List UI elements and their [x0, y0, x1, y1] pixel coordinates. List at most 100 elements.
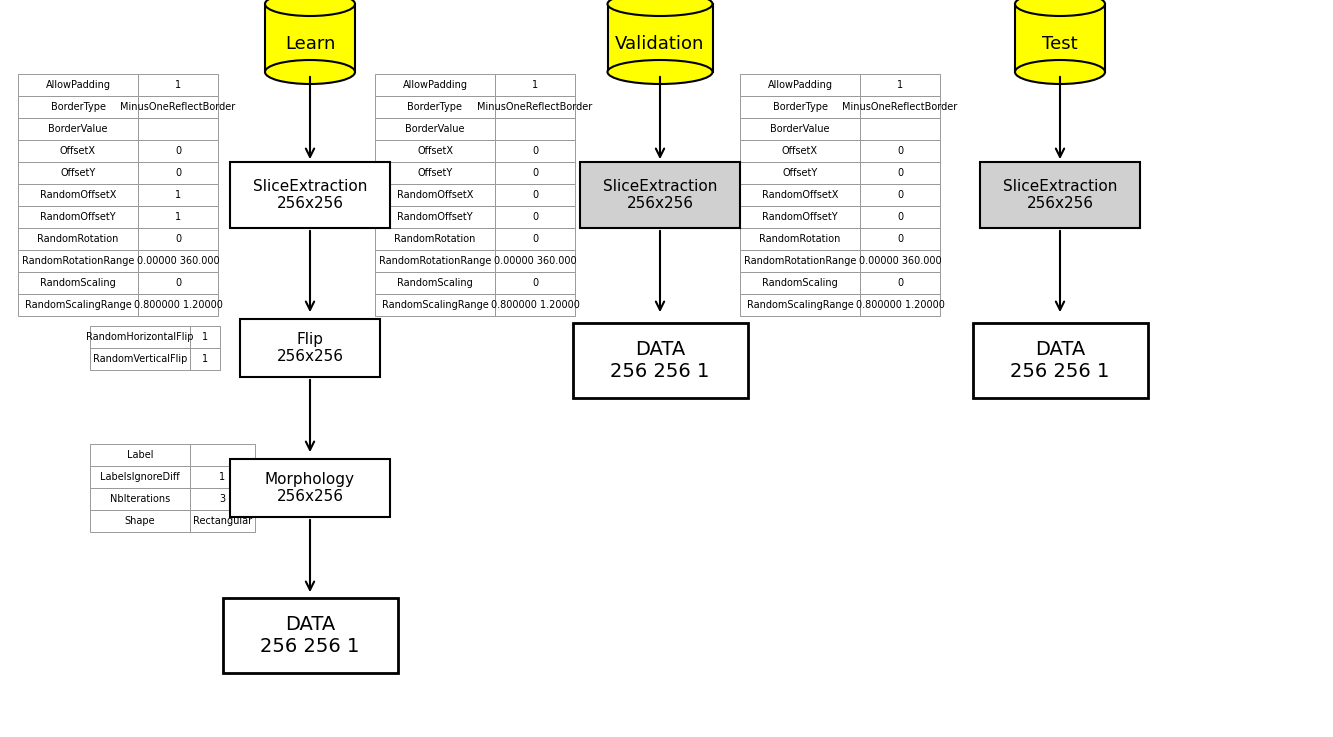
Text: RandomOffsetX: RandomOffsetX	[397, 190, 473, 200]
Bar	[860, 74, 940, 96]
Text: RandomRotation: RandomRotation	[395, 234, 476, 244]
Text: RandomOffsetY: RandomOffsetY	[40, 212, 116, 222]
Text: OffsetY: OffsetY	[417, 168, 453, 178]
Text: SliceExtraction
256x256: SliceExtraction 256x256	[253, 179, 367, 212]
Text: BorderValue: BorderValue	[48, 124, 108, 134]
Text: 0.800000 1.20000: 0.800000 1.20000	[856, 300, 945, 310]
Bar	[973, 323, 1148, 397]
Text: RandomRotation: RandomRotation	[37, 234, 119, 244]
Text: RandomRotation: RandomRotation	[760, 234, 841, 244]
Bar	[740, 206, 860, 228]
Text: 1: 1	[897, 80, 902, 90]
Bar	[19, 206, 139, 228]
Text: 1: 1	[220, 472, 225, 482]
Bar	[139, 74, 219, 96]
Text: NbIterations: NbIterations	[109, 494, 171, 504]
Bar	[375, 206, 495, 228]
Bar	[860, 272, 940, 294]
Bar	[740, 140, 860, 162]
Bar	[608, 4, 713, 72]
Ellipse shape	[265, 60, 355, 84]
Text: SliceExtraction
256x256: SliceExtraction 256x256	[1002, 179, 1117, 212]
Bar	[860, 294, 940, 316]
Bar	[19, 96, 139, 118]
Bar	[91, 326, 191, 348]
Bar	[495, 74, 575, 96]
Text: MinusOneReflectBorder: MinusOneReflectBorder	[842, 102, 957, 112]
Text: 0: 0	[532, 234, 539, 244]
Bar	[495, 272, 575, 294]
Text: DATA
256 256 1: DATA 256 256 1	[260, 615, 360, 655]
Bar	[139, 118, 219, 140]
Text: 0.00000 360.000: 0.00000 360.000	[493, 256, 576, 266]
Bar	[495, 294, 575, 316]
Text: BorderType: BorderType	[773, 102, 828, 112]
Text: RandomHorizontalFlip: RandomHorizontalFlip	[87, 332, 193, 342]
Bar	[375, 74, 495, 96]
Text: RandomOffsetX: RandomOffsetX	[762, 190, 838, 200]
Bar	[572, 323, 748, 397]
Bar	[740, 96, 860, 118]
Text: RandomRotationRange: RandomRotationRange	[744, 256, 856, 266]
Text: OffsetX: OffsetX	[417, 146, 453, 156]
Text: BorderValue: BorderValue	[770, 124, 829, 134]
Text: BorderValue: BorderValue	[405, 124, 465, 134]
Bar	[231, 162, 391, 228]
Bar	[139, 162, 219, 184]
Bar	[139, 140, 219, 162]
Bar	[19, 140, 139, 162]
Text: 0: 0	[897, 212, 902, 222]
Text: 0: 0	[532, 168, 539, 178]
Bar	[375, 140, 495, 162]
Bar	[740, 294, 860, 316]
Bar	[91, 510, 191, 532]
Bar	[375, 250, 495, 272]
Text: DATA
256 256 1: DATA 256 256 1	[1010, 340, 1109, 380]
Text: 3: 3	[220, 494, 225, 504]
Bar	[91, 348, 191, 370]
Bar	[740, 272, 860, 294]
Ellipse shape	[608, 0, 713, 16]
Bar	[860, 228, 940, 250]
Text: RandomRotationRange: RandomRotationRange	[21, 256, 135, 266]
Text: RandomScaling: RandomScaling	[40, 278, 116, 288]
Text: 0.800000 1.20000: 0.800000 1.20000	[491, 300, 580, 310]
Bar	[495, 162, 575, 184]
Text: 0: 0	[175, 278, 181, 288]
Bar	[139, 250, 219, 272]
Bar	[495, 118, 575, 140]
Text: AllowPadding: AllowPadding	[45, 80, 111, 90]
Bar	[495, 96, 575, 118]
Bar	[980, 162, 1140, 228]
Text: RandomScaling: RandomScaling	[762, 278, 838, 288]
Text: OffsetX: OffsetX	[60, 146, 96, 156]
Bar	[375, 184, 495, 206]
Text: 0: 0	[532, 190, 539, 200]
Text: RandomRotationRange: RandomRotationRange	[379, 256, 491, 266]
Bar	[191, 488, 255, 510]
Bar	[860, 96, 940, 118]
Bar	[860, 162, 940, 184]
Bar	[139, 184, 219, 206]
Text: RandomScalingRange: RandomScalingRange	[746, 300, 853, 310]
Text: RandomOffsetY: RandomOffsetY	[397, 212, 473, 222]
Bar	[19, 118, 139, 140]
Text: 0: 0	[175, 146, 181, 156]
Bar	[740, 228, 860, 250]
Bar	[740, 250, 860, 272]
Text: Label: Label	[127, 450, 153, 460]
Text: RandomScalingRange: RandomScalingRange	[24, 300, 132, 310]
Text: 0.00000 360.000: 0.00000 360.000	[858, 256, 941, 266]
Text: RandomVerticalFlip: RandomVerticalFlip	[93, 354, 187, 364]
Bar	[191, 326, 220, 348]
Bar	[375, 118, 495, 140]
Text: 0: 0	[897, 190, 902, 200]
Text: 1: 1	[201, 354, 208, 364]
Text: 1: 1	[175, 80, 181, 90]
Ellipse shape	[1014, 0, 1105, 16]
Text: OffsetX: OffsetX	[782, 146, 818, 156]
Bar	[91, 488, 191, 510]
Bar	[375, 272, 495, 294]
Bar	[240, 319, 380, 377]
Bar	[19, 162, 139, 184]
